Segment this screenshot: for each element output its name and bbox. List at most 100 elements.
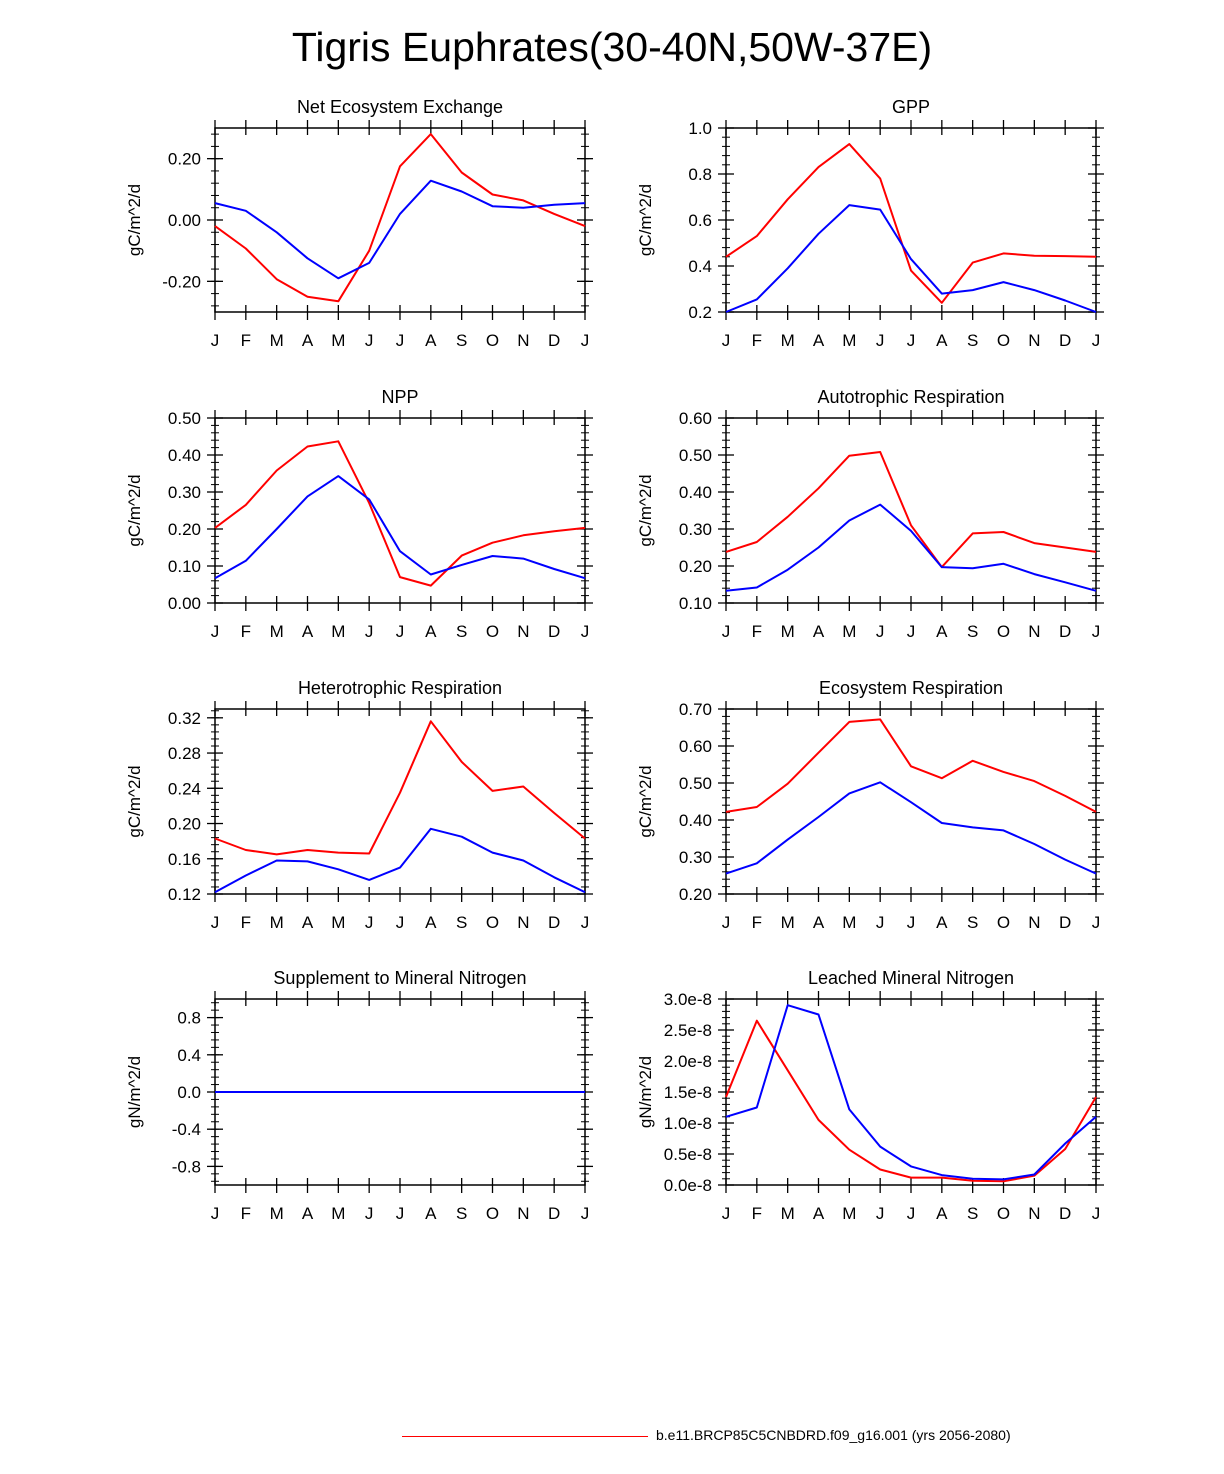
x-tick-label: M (781, 1204, 795, 1223)
y-tick-label: 0.00 (168, 211, 201, 230)
x-tick-label: F (752, 1204, 762, 1223)
y-axis-label: gC/m^2/d (636, 765, 655, 837)
x-tick-label: J (211, 331, 220, 350)
y-tick-label: 0.50 (679, 446, 712, 465)
x-tick-label: O (997, 622, 1010, 641)
x-tick-label: J (581, 622, 590, 641)
x-tick-label: D (1059, 1204, 1071, 1223)
x-tick-label: J (907, 331, 916, 350)
y-tick-label: 0.10 (168, 557, 201, 576)
x-tick-label: M (842, 1204, 856, 1223)
x-tick-label: D (548, 622, 560, 641)
x-tick-label: O (486, 622, 499, 641)
x-tick-label: N (1028, 622, 1040, 641)
x-tick-label: A (425, 331, 437, 350)
x-tick-label: J (876, 622, 885, 641)
x-tick-label: M (781, 622, 795, 641)
x-tick-label: M (331, 1204, 345, 1223)
plot-frame (214, 127, 586, 313)
y-tick-label: 1.5e-8 (664, 1083, 712, 1102)
chart-panel-5: J F M A M J J A S O N D J0.120.160.200.240.280.32Het… (125, 678, 593, 932)
series-line-red (725, 143, 1097, 304)
x-tick-label: J (581, 913, 590, 932)
y-tick-label: 0.40 (679, 811, 712, 830)
x-tick-label: J (876, 1204, 885, 1223)
x-tick-label: D (548, 1204, 560, 1223)
x-tick-label: N (1028, 913, 1040, 932)
x-tick-label: O (997, 1204, 1010, 1223)
x-tick-label: J (1092, 622, 1101, 641)
y-tick-label: 0.30 (679, 848, 712, 867)
x-tick-label: D (548, 913, 560, 932)
x-tick-label: S (456, 1204, 467, 1223)
panel-title: Leached Mineral Nitrogen (808, 968, 1014, 988)
x-tick-label: S (967, 331, 978, 350)
chart-panel-7: J F M A M J J A S O N D J-0.8-0.40.00.40.8Supplement… (125, 968, 593, 1223)
x-tick-label: M (842, 331, 856, 350)
series-line-red (214, 720, 586, 856)
series-line-red (214, 440, 586, 587)
x-tick-label: A (813, 1204, 825, 1223)
y-tick-label: 3.0e-8 (664, 990, 712, 1009)
x-tick-label: A (425, 622, 437, 641)
x-tick-label: J (581, 331, 590, 350)
y-tick-label: 0.40 (168, 446, 201, 465)
y-tick-label: 0.6 (688, 211, 712, 230)
y-tick-label: 2.0e-8 (664, 1052, 712, 1071)
y-tick-label: 0.30 (168, 483, 201, 502)
y-tick-label: 0.60 (679, 409, 712, 428)
x-tick-label: J (907, 913, 916, 932)
x-tick-label: M (842, 913, 856, 932)
y-tick-label: 0.28 (168, 744, 201, 763)
x-tick-label: S (967, 622, 978, 641)
panel-title: Ecosystem Respiration (819, 678, 1003, 698)
x-tick-label: S (456, 913, 467, 932)
x-tick-label: M (270, 1204, 284, 1223)
y-tick-label: -0.4 (172, 1120, 201, 1139)
y-axis-label: gC/m^2/d (125, 765, 144, 837)
y-tick-label: 0.20 (168, 520, 201, 539)
x-tick-label: A (813, 331, 825, 350)
x-tick-label: M (781, 331, 795, 350)
x-tick-label: J (876, 913, 885, 932)
y-tick-label: 0.70 (679, 700, 712, 719)
x-tick-label: M (270, 913, 284, 932)
x-tick-label: J (396, 913, 405, 932)
x-tick-label: F (752, 331, 762, 350)
x-tick-label: J (907, 622, 916, 641)
y-tick-label: 0.8 (688, 165, 712, 184)
y-tick-label: 0.20 (168, 150, 201, 169)
x-tick-label: A (425, 1204, 437, 1223)
y-tick-label: 0.60 (679, 737, 712, 756)
x-tick-label: O (997, 331, 1010, 350)
legend-label: b.e11.BRCP85C5CNBDRD.f09_g16.001 (yrs 20… (656, 1427, 1011, 1443)
figure-title: Tigris Euphrates(30-40N,50W-37E) (291, 24, 933, 70)
x-tick-label: J (1092, 1204, 1101, 1223)
y-tick-label: 0.0 (177, 1083, 201, 1102)
x-tick-label: M (781, 913, 795, 932)
y-tick-label: 1.0e-8 (664, 1114, 712, 1133)
y-tick-label: 0.10 (679, 594, 712, 613)
panel-title: Autotrophic Respiration (817, 387, 1004, 407)
y-tick-label: 0.30 (679, 520, 712, 539)
x-tick-label: D (1059, 622, 1071, 641)
x-tick-label: M (842, 622, 856, 641)
x-tick-label: J (722, 1204, 731, 1223)
series-line-blue (214, 179, 586, 280)
y-axis-label: gN/m^2/d (636, 1056, 655, 1128)
legend: b.e11.BRCP85C5CNBDRD.f09_g16.001 (yrs 20… (400, 1424, 1100, 1448)
x-tick-label: N (517, 1204, 529, 1223)
x-tick-label: J (211, 913, 220, 932)
plot-frame (725, 127, 1097, 313)
x-tick-label: S (967, 1204, 978, 1223)
y-tick-label: 0.2 (688, 303, 712, 322)
panel-title: GPP (892, 97, 930, 117)
x-tick-label: A (302, 1204, 314, 1223)
y-tick-label: 0.20 (168, 815, 201, 834)
x-tick-label: J (722, 913, 731, 932)
series-line-blue (725, 503, 1097, 592)
x-tick-label: J (396, 622, 405, 641)
x-tick-label: O (997, 913, 1010, 932)
